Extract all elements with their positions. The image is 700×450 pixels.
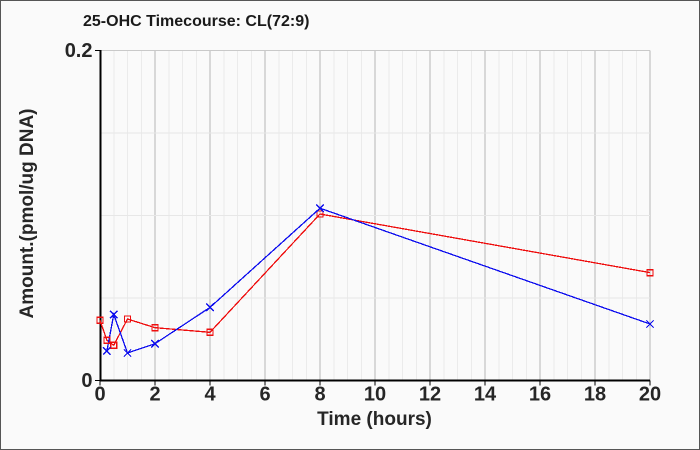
svg-text:14: 14 [474,384,497,406]
svg-text:0.2: 0.2 [65,40,93,62]
svg-text:6: 6 [259,384,270,406]
svg-text:4: 4 [204,384,216,406]
svg-text:10: 10 [364,384,386,406]
svg-text:25-OHC Timecourse: CL(72:9): 25-OHC Timecourse: CL(72:9) [83,13,309,30]
svg-text:20: 20 [639,384,661,406]
svg-text:2: 2 [149,384,160,406]
svg-text:12: 12 [419,384,441,406]
svg-text:16: 16 [529,384,551,406]
svg-text:Amount.(pmol/ug DNA): Amount.(pmol/ug DNA) [17,108,38,318]
svg-text:Time (hours): Time (hours) [317,409,432,430]
svg-text:0: 0 [94,384,105,406]
svg-text:8: 8 [314,384,325,406]
svg-text:0: 0 [81,370,92,392]
svg-text:18: 18 [584,384,606,406]
